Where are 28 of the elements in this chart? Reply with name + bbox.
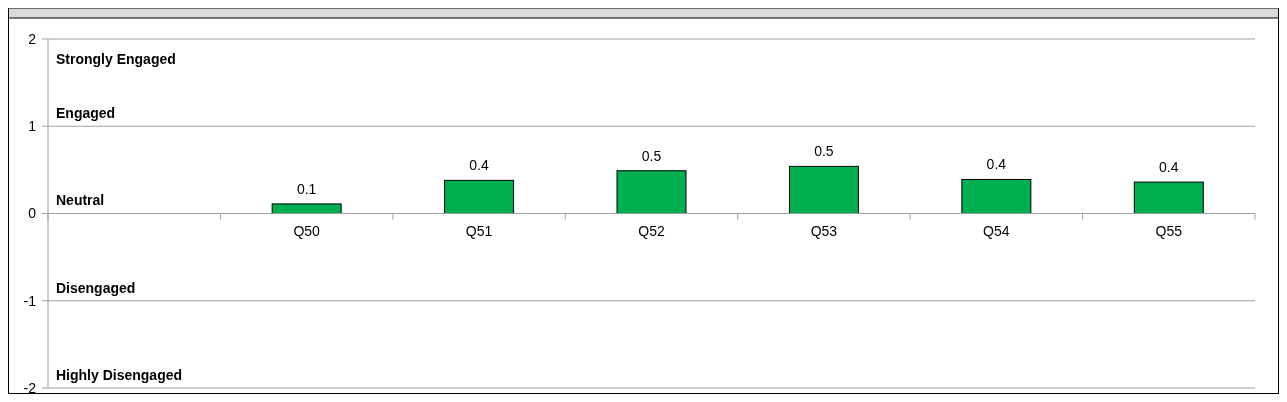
annotation: Highly Disengaged <box>56 366 183 383</box>
bar <box>1133 181 1204 214</box>
annotation: Neutral <box>56 192 105 209</box>
x-tick-label: Q53 <box>810 222 838 239</box>
x-tick-label: Q51 <box>465 222 493 239</box>
bar <box>616 170 687 214</box>
data-label: 0.5 <box>641 147 662 164</box>
annotation: Disengaged <box>56 279 136 296</box>
data-label: 0.4 <box>1159 159 1179 176</box>
data-label: 0.1 <box>296 180 317 197</box>
x-tick-label: Q55 <box>1155 222 1183 239</box>
bar <box>444 179 515 214</box>
y-tick-label: 1 <box>28 118 37 135</box>
annotation: Strongly Engaged <box>56 50 176 67</box>
data-label: 0.4 <box>469 157 490 174</box>
x-tick-label: Q52 <box>638 222 665 239</box>
y-tick-label: -1 <box>23 292 37 309</box>
data-label: 0.5 <box>814 143 834 160</box>
bar <box>788 165 859 214</box>
y-tick-label: 0 <box>28 205 37 222</box>
annotation: Engaged <box>56 105 116 122</box>
bar <box>271 203 342 214</box>
y-tick-label: 2 <box>28 30 37 47</box>
x-tick-label: Q54 <box>983 222 1010 239</box>
bar <box>961 178 1032 214</box>
y-tick-label: -2 <box>23 379 37 396</box>
x-tick-label: Q50 <box>293 222 321 239</box>
data-label: 0.4 <box>986 156 1007 173</box>
